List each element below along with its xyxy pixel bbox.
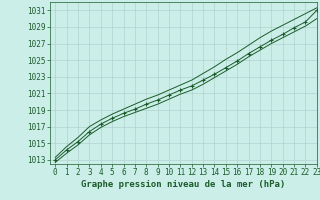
X-axis label: Graphe pression niveau de la mer (hPa): Graphe pression niveau de la mer (hPa) xyxy=(81,180,285,189)
